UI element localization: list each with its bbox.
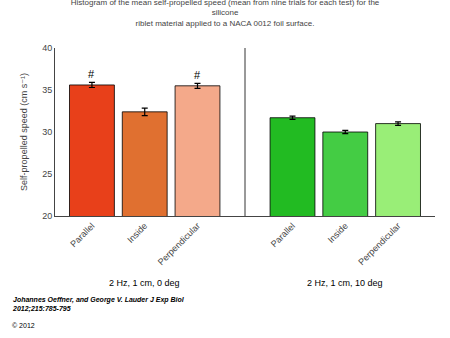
svg-text:25: 25 (42, 169, 52, 179)
svg-text:Parallel: Parallel (269, 221, 297, 249)
svg-text:Inside: Inside (125, 221, 149, 245)
svg-text:#: # (194, 69, 201, 81)
svg-text:40: 40 (42, 43, 52, 53)
svg-text:Perpendicular: Perpendicular (156, 221, 202, 267)
svg-text:Perpendicular: Perpendicular (356, 221, 402, 267)
svg-text:© 2012: © 2012 (12, 322, 35, 329)
svg-text:#: # (88, 68, 95, 80)
svg-text:Inside: Inside (326, 221, 350, 245)
svg-text:Self-propelled speed (cm s⁻¹): Self-propelled speed (cm s⁻¹) (19, 73, 29, 191)
svg-text:30: 30 (42, 127, 52, 137)
svg-text:35: 35 (42, 85, 52, 95)
svg-text:2 Hz, 1 cm, 0 deg: 2 Hz, 1 cm, 0 deg (109, 278, 180, 288)
svg-text:Johannes Oeffner, and George V: Johannes Oeffner, and George V. Lauder J… (12, 296, 185, 313)
svg-text:2 Hz, 1 cm, 10 deg: 2 Hz, 1 cm, 10 deg (307, 278, 383, 288)
svg-text:Histogram of the mean self-pro: Histogram of the mean self-propelled spe… (71, 0, 380, 28)
svg-text:20: 20 (42, 211, 52, 221)
svg-text:Parallel: Parallel (68, 221, 96, 249)
